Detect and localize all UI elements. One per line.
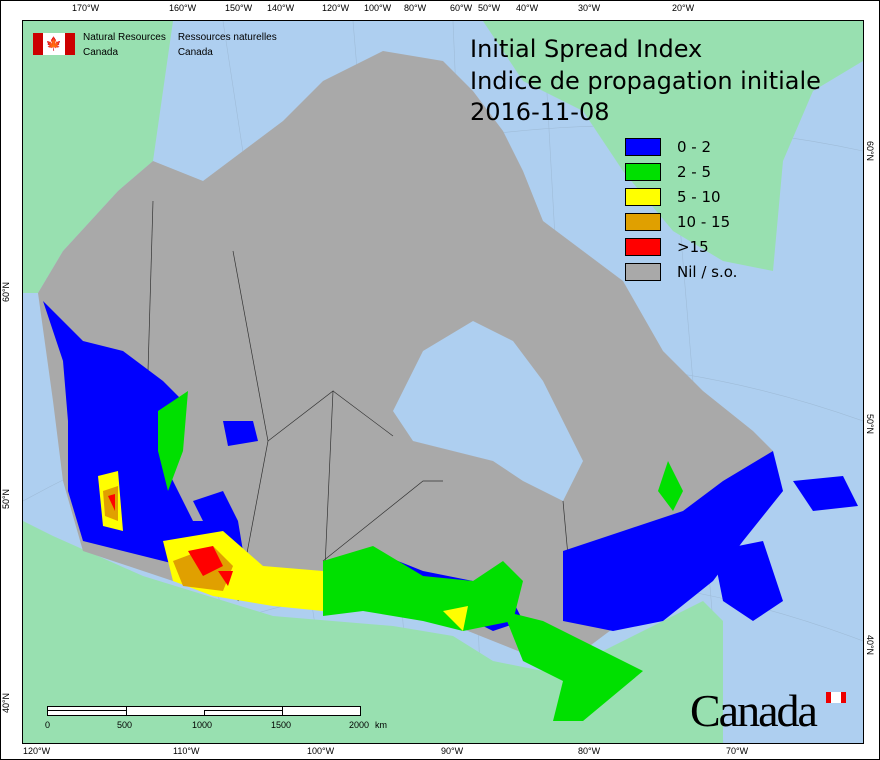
agency-name-fr-2: Canada [177, 47, 213, 58]
hudson-bay [393, 321, 583, 501]
longitude-label: 40°W [516, 3, 539, 13]
usa-land [23, 521, 723, 743]
wordmark-flag-icon [826, 692, 846, 703]
legend-label: 10 - 15 [677, 212, 731, 231]
greenland-land [483, 21, 863, 271]
legend-swatch [625, 262, 661, 281]
agency-name-fr-1: Ressources naturelles [177, 32, 277, 43]
legend-item: 5 - 10 [625, 184, 737, 209]
isi-red-zones [108, 494, 233, 586]
longitude-label: 70°W [726, 746, 749, 756]
legend-label: 0 - 2 [677, 137, 712, 156]
longitude-label: 120°W [23, 746, 51, 756]
latitude-label: 60°N [865, 140, 876, 162]
canada-wordmark: Canada [690, 685, 818, 736]
scale-tick: 0 [45, 720, 51, 730]
latitude-label: 50°N [865, 413, 876, 435]
longitude-label: 170°W [72, 3, 100, 13]
map-title-fr: Indice de propagation initiale [470, 67, 821, 95]
legend-swatch [625, 137, 661, 156]
longitude-label: 120°W [322, 3, 350, 13]
longitude-label: 50°W [478, 3, 501, 13]
scale-tick: 1000 [192, 720, 213, 730]
legend-item: Nil / s.o. [625, 259, 737, 284]
agency-name-en-1: Natural Resources [83, 32, 166, 43]
legend-item: >15 [625, 234, 737, 259]
legend-label: Nil / s.o. [677, 262, 738, 281]
scale-tick: 2000 [349, 720, 370, 730]
longitude-label: 160°W [169, 3, 197, 13]
longitude-label: 80°W [404, 3, 427, 13]
longitude-label: 150°W [225, 3, 253, 13]
legend-item: 2 - 5 [625, 159, 737, 184]
longitude-label: 100°W [364, 3, 392, 13]
canada-flag-icon: 🍁 [33, 33, 75, 55]
latitude-label: 40°N [865, 634, 876, 656]
latitude-label: 60°N [1, 281, 12, 303]
legend-swatch [625, 212, 661, 231]
legend-swatch [625, 187, 661, 206]
longitude-label: 80°W [578, 746, 601, 756]
scale-unit: km [375, 720, 387, 730]
isi-green-zones [158, 391, 683, 721]
legend-item: 0 - 2 [625, 134, 737, 159]
scale-tick: 1500 [271, 720, 292, 730]
longitude-label: 140°W [267, 3, 295, 13]
latitude-label: 40°N [1, 692, 12, 714]
longitude-label: 100°W [307, 746, 335, 756]
legend-swatch [625, 237, 661, 256]
longitude-label: 60°W [450, 3, 473, 13]
legend-swatch [625, 162, 661, 181]
legend-label: 2 - 5 [677, 162, 712, 181]
map-date: 2016-11-08 [470, 98, 610, 126]
legend-label: >15 [677, 237, 709, 256]
nrcan-signature: 🍁 Natural Resources Canada Ressources na… [33, 30, 277, 60]
latitude-label: 50°N [1, 488, 12, 510]
alaska-land [23, 21, 173, 293]
longitude-label: 30°W [578, 3, 601, 13]
legend: 0 - 2 2 - 5 5 - 10 10 - 15 >15 Nil / s.o… [625, 134, 737, 284]
longitude-label: 90°W [441, 746, 464, 756]
scale-tick: 500 [117, 720, 133, 730]
map-title-en: Initial Spread Index [470, 35, 703, 63]
fire-index-map[interactable] [22, 20, 864, 744]
longitude-label: 20°W [672, 3, 695, 13]
longitude-label: 110°W [173, 746, 200, 756]
legend-item: 10 - 15 [625, 209, 737, 234]
agency-name-en-2: Canada [83, 47, 119, 58]
legend-label: 5 - 10 [677, 187, 721, 206]
